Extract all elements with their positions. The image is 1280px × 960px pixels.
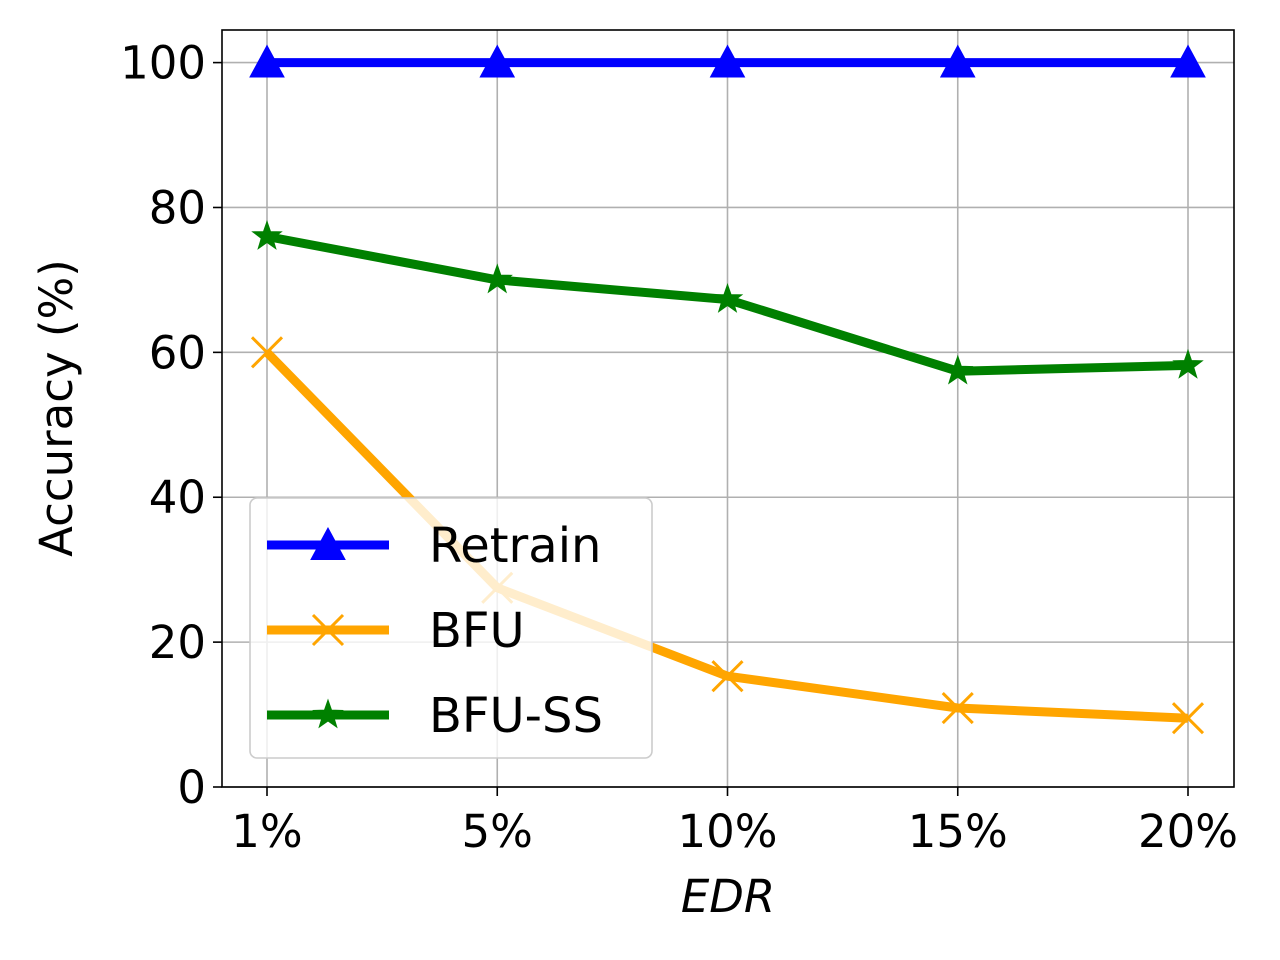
data-point xyxy=(1171,702,1205,735)
data-point xyxy=(251,219,283,250)
y-tick-label: 60 xyxy=(149,326,206,379)
data-point xyxy=(479,44,516,78)
legend-entry-bfu: BFU xyxy=(267,603,525,659)
legend-label: BFU-SS xyxy=(429,688,603,744)
x-tick-label: 20% xyxy=(1138,805,1238,858)
y-tick-label: 0 xyxy=(177,761,206,814)
data-point xyxy=(711,660,744,693)
x-axis-title: EDR xyxy=(681,870,775,923)
data-point xyxy=(249,44,285,78)
data-point xyxy=(1170,44,1206,78)
y-tick-label: 40 xyxy=(149,471,206,524)
y-tick-label: 80 xyxy=(149,181,206,234)
data-point xyxy=(250,336,284,369)
data-point xyxy=(1172,348,1204,379)
data-point xyxy=(942,354,974,385)
data-point xyxy=(939,44,976,78)
legend-marker xyxy=(311,613,345,647)
series-layer xyxy=(249,44,1206,735)
series-bfu-ss xyxy=(251,219,1204,385)
y-tick-label: 100 xyxy=(120,37,206,90)
legend-marker xyxy=(312,698,344,729)
x-tick-label: 1% xyxy=(231,805,302,858)
data-point xyxy=(711,282,744,313)
legend-label: Retrain xyxy=(429,518,601,574)
legend-box xyxy=(249,497,653,759)
y-tick-label: 20 xyxy=(149,616,206,669)
data-point xyxy=(481,263,513,294)
y-axis-title: Accuracy (%) xyxy=(30,259,83,557)
legend-entry-bfu-ss: BFU-SS xyxy=(267,688,603,744)
legend: Retrain BFU BFU-SS xyxy=(249,497,653,759)
legend-marker xyxy=(310,526,346,560)
legend-label: BFU xyxy=(429,603,525,659)
axis-ticks: 1% 5% 10% 15% 20% 0 20 40 60 80 100 xyxy=(120,37,1238,858)
x-tick-label: 15% xyxy=(908,805,1008,858)
x-tick-label: 10% xyxy=(677,805,777,858)
data-point xyxy=(709,44,746,78)
x-tick-label: 5% xyxy=(462,805,533,858)
data-point xyxy=(941,691,974,725)
series-retrain xyxy=(249,44,1206,78)
legend-entry-retrain: Retrain xyxy=(267,518,601,574)
